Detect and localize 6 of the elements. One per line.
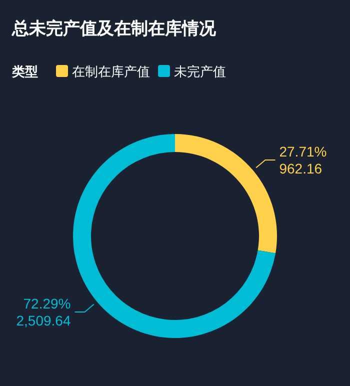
data-label: 72.29% 2,509.64: [16, 296, 71, 329]
legend-label: 在制在库产值: [72, 64, 150, 79]
legend-label: 未完产值: [174, 64, 226, 79]
chart-title: 总未完产值及在制在库情况: [11, 19, 217, 38]
legend-title: 类型: [11, 64, 38, 79]
data-label: 27.71% 962.16: [279, 143, 327, 176]
